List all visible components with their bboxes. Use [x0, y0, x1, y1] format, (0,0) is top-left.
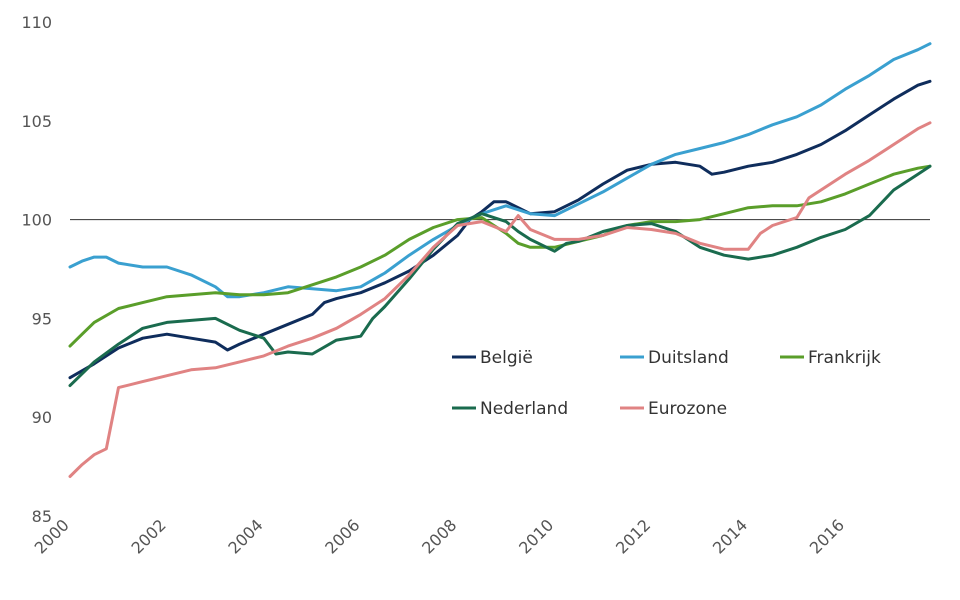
legend-item: Eurozone [620, 399, 727, 419]
y-tick-label: 105 [21, 112, 52, 131]
series-group [68, 42, 932, 478]
x-tick-label: 2014 [709, 515, 751, 557]
y-tick-label: 85 [32, 507, 52, 526]
x-tick-label: 2004 [224, 515, 266, 557]
legend: België Duitsland Frankrijk Nederland Eurozon… [452, 348, 881, 419]
legend-label: Frankrijk [808, 348, 881, 368]
legend-item: België [452, 348, 533, 368]
legend-item: Frankrijk [780, 348, 881, 368]
series-line-eurozone [68, 121, 932, 478]
legend-label: Duitsland [648, 348, 729, 368]
series-line-nederland [68, 164, 932, 388]
x-tick-label: 2002 [128, 515, 170, 557]
legend-label: Eurozone [648, 399, 727, 419]
series-line-frankrijk [68, 164, 932, 348]
legend-label: Nederland [480, 399, 568, 419]
series-line-duitsland [68, 42, 932, 299]
legend-item: Nederland [452, 399, 568, 419]
x-tick-label: 2016 [806, 515, 848, 557]
x-tick-label: 2012 [612, 515, 654, 557]
x-tick-label: 2010 [515, 515, 557, 557]
y-tick-label: 110 [21, 13, 52, 32]
y-tick-label: 100 [21, 211, 52, 230]
y-tick-label: 90 [32, 408, 52, 427]
x-axis: 2000 2002 2004 2006 2008 2010 2012 2014 2016 [31, 515, 848, 557]
series-line-belgië [68, 79, 932, 380]
y-tick-label: 95 [32, 309, 52, 328]
legend-label: België [480, 348, 533, 368]
y-axis: 85 90 95 100 105 110 [21, 13, 52, 526]
legend-item: Duitsland [620, 348, 729, 368]
x-tick-label: 2008 [418, 515, 460, 557]
x-tick-label: 2006 [321, 515, 363, 557]
